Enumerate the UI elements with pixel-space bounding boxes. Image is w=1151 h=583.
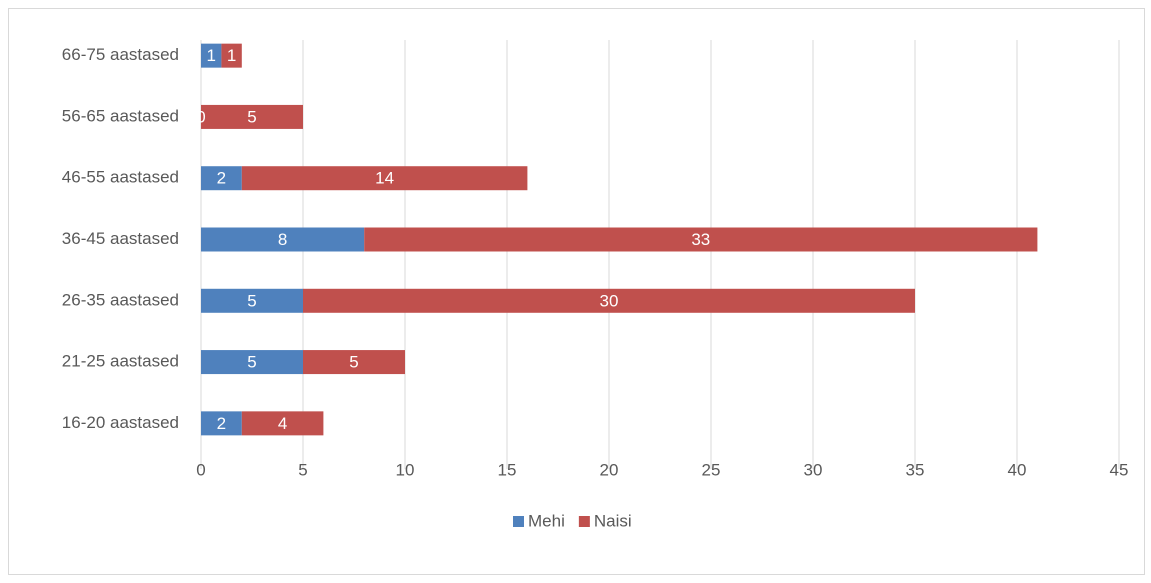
- data-label: 5: [247, 291, 256, 310]
- bar: [201, 166, 242, 191]
- bar: [201, 43, 222, 68]
- data-label: 5: [247, 107, 256, 126]
- y-tick-label: 21-25 aastased: [62, 352, 179, 371]
- y-tick-label: 56-65 aastased: [62, 106, 179, 125]
- data-label: 2: [217, 169, 226, 188]
- data-label: 33: [691, 230, 710, 249]
- y-tick-label: 36-45 aastased: [62, 229, 179, 248]
- bar: [201, 411, 242, 436]
- data-label: 4: [278, 414, 287, 433]
- bar: [303, 350, 405, 375]
- bar: [201, 288, 303, 313]
- x-tick-label: 15: [498, 460, 517, 479]
- x-tick-label: 25: [702, 460, 721, 479]
- bar: [221, 43, 242, 68]
- data-label: 5: [247, 353, 256, 372]
- y-tick-label: 66-75 aastased: [62, 45, 179, 64]
- data-label: 30: [600, 291, 619, 310]
- x-tick-label: 10: [396, 460, 415, 479]
- x-tick-label: 0: [196, 460, 205, 479]
- bar: [241, 166, 528, 191]
- data-label: 1: [227, 46, 236, 65]
- x-tick-label: 5: [298, 460, 307, 479]
- data-label: 5: [349, 353, 358, 372]
- x-tick-label: 45: [1110, 460, 1129, 479]
- data-label: 2: [217, 414, 226, 433]
- data-label: 0: [196, 107, 205, 126]
- bar: [303, 288, 915, 313]
- y-tick-label: 16-20 aastased: [62, 413, 179, 432]
- y-tick-label: 46-55 aastased: [62, 168, 179, 187]
- y-tick-label: 26-35 aastased: [62, 290, 179, 309]
- x-tick-label: 35: [906, 460, 925, 479]
- legend-label: Naisi: [594, 511, 632, 530]
- bars: [201, 43, 1038, 436]
- x-tick-label: 20: [600, 460, 619, 479]
- x-tick-label: 40: [1008, 460, 1027, 479]
- legend-swatch: [513, 516, 524, 527]
- bar: [201, 227, 365, 252]
- legend-label: Mehi: [528, 511, 565, 530]
- bar: [201, 350, 303, 375]
- bar: [241, 411, 324, 436]
- data-label: 8: [278, 230, 287, 249]
- data-label: 14: [375, 169, 394, 188]
- x-tick-label: 30: [804, 460, 823, 479]
- bar: [364, 227, 1038, 252]
- legend-swatch: [578, 516, 590, 527]
- bar: [201, 104, 303, 129]
- data-label: 1: [206, 46, 215, 65]
